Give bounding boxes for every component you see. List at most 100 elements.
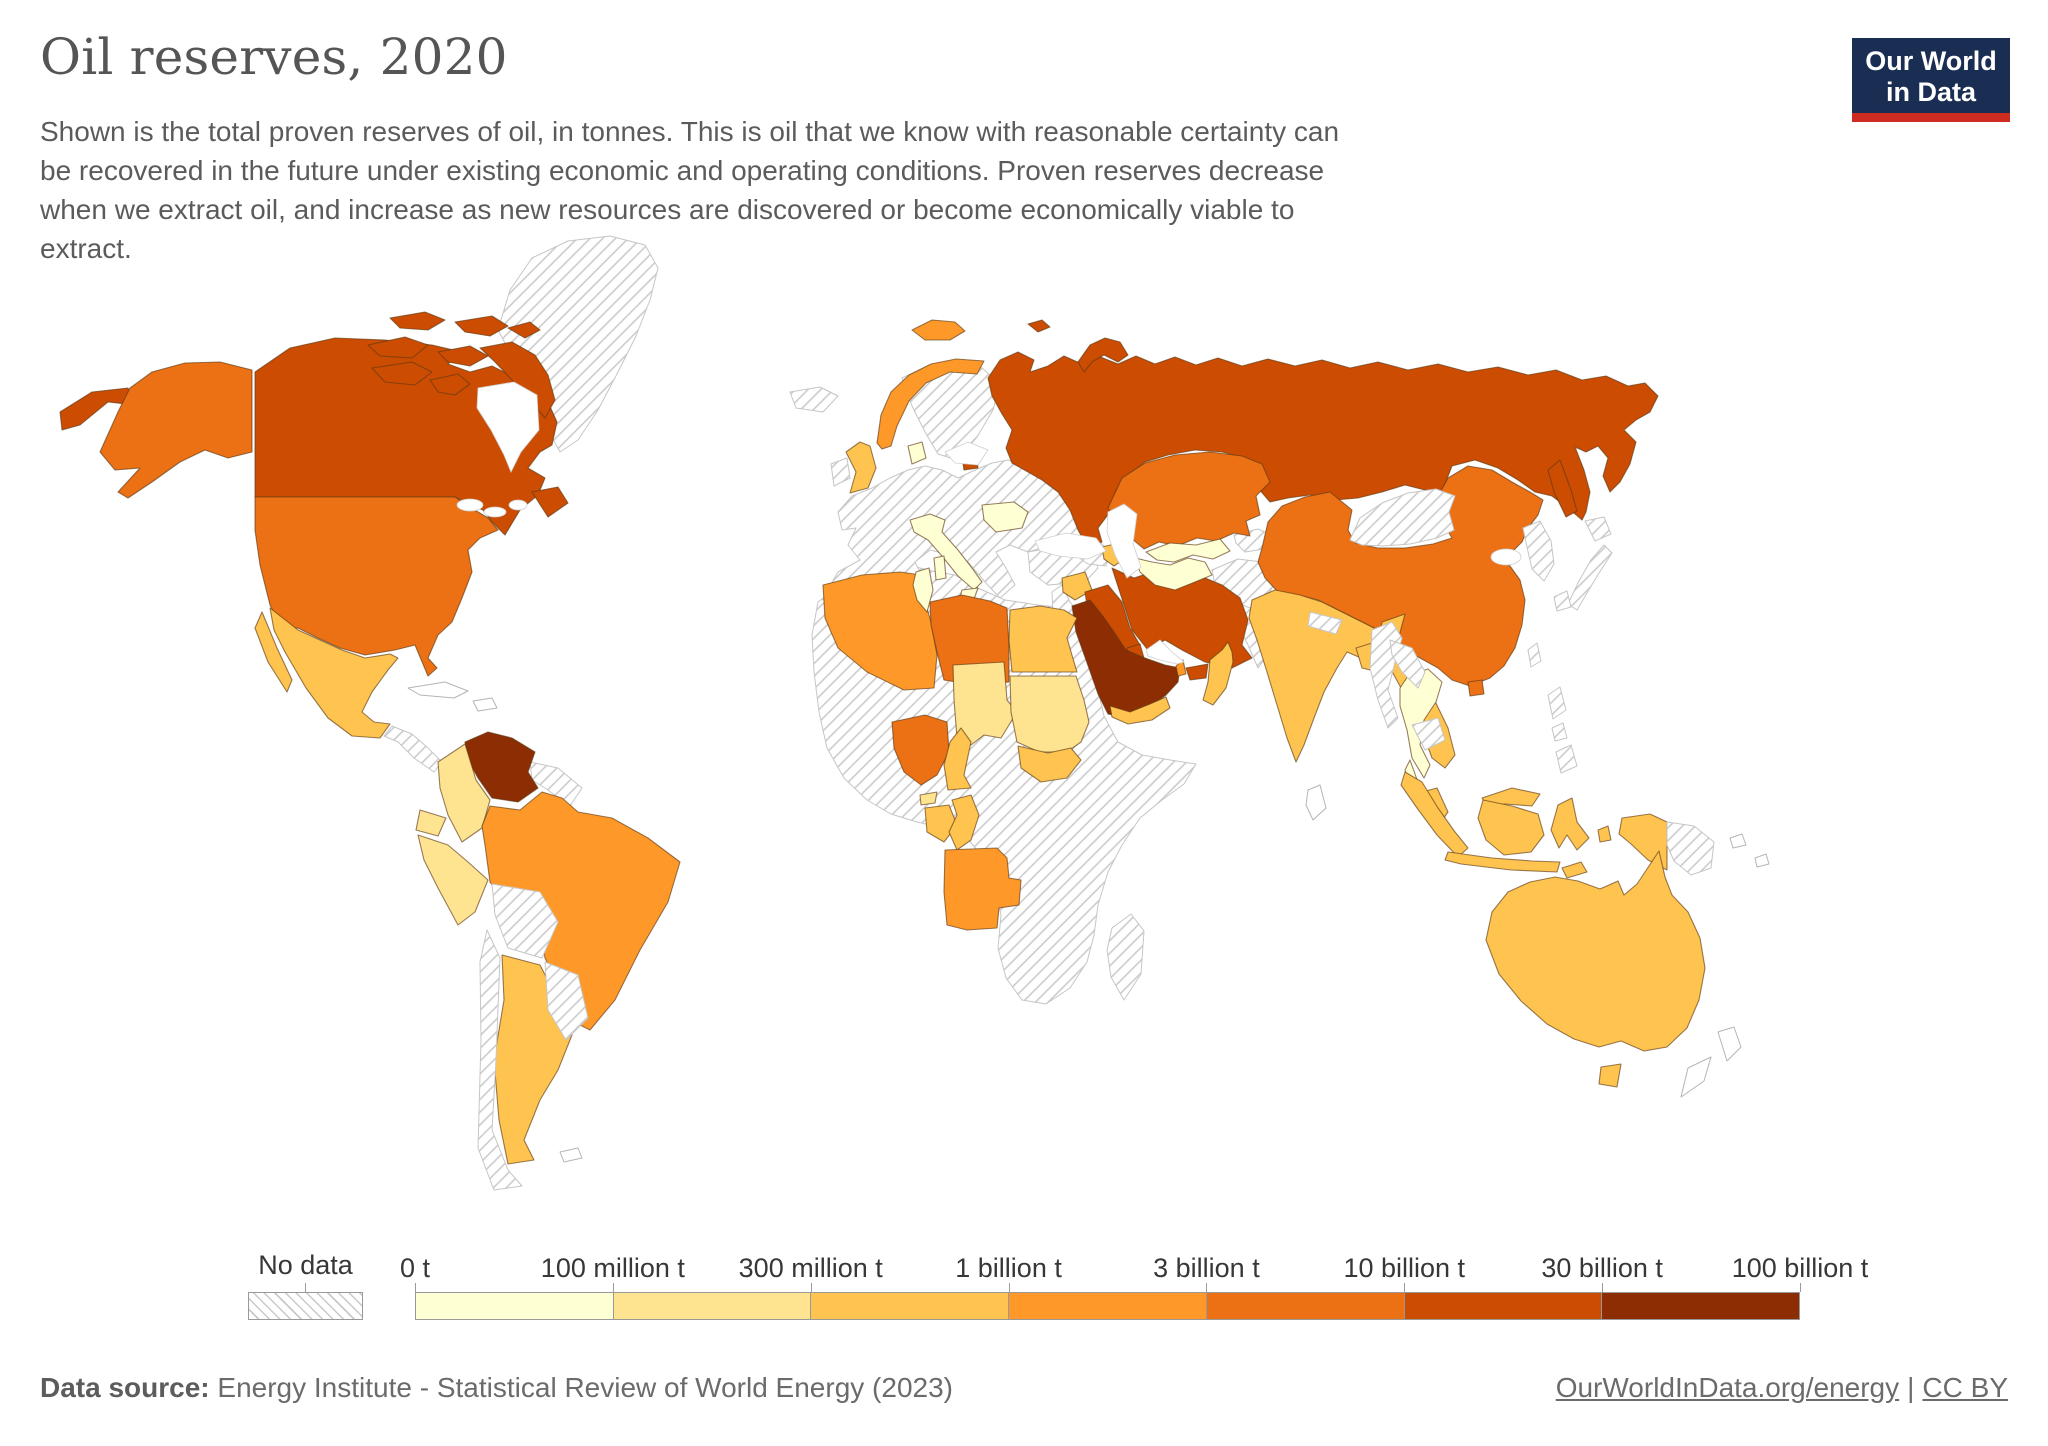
country-yemen[interactable] xyxy=(1109,696,1171,725)
legend-bin-swatch[interactable] xyxy=(811,1293,1010,1319)
country-congo[interactable] xyxy=(948,794,980,851)
country-russia-novaya-zemlya[interactable] xyxy=(1077,337,1129,373)
legend-bin-swatch[interactable] xyxy=(1404,1293,1603,1319)
legend-no-data-swatch[interactable] xyxy=(248,1292,363,1320)
legend-bin-swatch[interactable] xyxy=(613,1293,812,1319)
country-sri-lanka[interactable] xyxy=(1305,784,1327,821)
country-japan-honshu[interactable] xyxy=(1567,544,1613,611)
legend-color-bar[interactable] xyxy=(415,1292,1800,1320)
country-mongolia[interactable] xyxy=(1349,488,1456,547)
country-syria[interactable] xyxy=(1061,571,1093,601)
country-cuba[interactable] xyxy=(407,681,469,699)
country-canada-victoria[interactable] xyxy=(371,361,433,386)
country-kazakhstan[interactable] xyxy=(1107,451,1271,550)
legend-bin-swatch[interactable] xyxy=(416,1293,614,1319)
country-cameroon[interactable] xyxy=(943,727,972,791)
country-russia-sakhalin[interactable] xyxy=(1547,459,1578,518)
country-iceland[interactable] xyxy=(789,386,839,413)
country-new-zealand-south[interactable] xyxy=(1680,1056,1712,1098)
country-australia[interactable] xyxy=(1485,850,1706,1052)
country-sudan[interactable] xyxy=(1009,675,1090,753)
country-canada-arctic-1[interactable] xyxy=(367,336,429,359)
pacific-island-2 xyxy=(1754,853,1770,868)
country-ireland[interactable] xyxy=(830,457,851,487)
country-canada-arctic-6[interactable] xyxy=(507,321,541,339)
legend-tick-label: 300 million t xyxy=(738,1253,883,1283)
country-philippines-luzon[interactable] xyxy=(1547,686,1567,720)
country-papua-new-guinea[interactable] xyxy=(1666,821,1715,876)
country-philippines-visayas[interactable] xyxy=(1551,722,1568,742)
country-philippines-mindanao[interactable] xyxy=(1555,744,1578,774)
falkland-islands xyxy=(559,1147,583,1163)
country-italy[interactable] xyxy=(909,513,983,591)
country-canada-arctic-2[interactable] xyxy=(437,345,489,367)
country-south-sudan[interactable] xyxy=(1017,745,1082,783)
country-chad[interactable] xyxy=(952,661,1018,746)
legend-bin-swatch[interactable] xyxy=(1602,1293,1800,1319)
country-denmark[interactable] xyxy=(907,441,927,465)
country-indonesia-kalimantan[interactable] xyxy=(1477,799,1545,856)
country-taiwan[interactable] xyxy=(1527,642,1542,668)
country-bolivia[interactable] xyxy=(491,883,559,959)
legend-bin-swatch[interactable] xyxy=(1009,1293,1207,1319)
country-uzbekistan[interactable] xyxy=(1145,538,1231,563)
country-algeria[interactable] xyxy=(822,571,938,691)
bohai-sea xyxy=(1490,548,1522,566)
country-hispaniola[interactable] xyxy=(472,697,498,712)
country-japan-hokkaido[interactable] xyxy=(1584,516,1612,542)
country-mexico[interactable] xyxy=(269,607,399,739)
country-madagascar[interactable] xyxy=(1106,913,1145,1001)
country-indonesia-moluccas[interactable] xyxy=(1597,825,1612,843)
country-australia-tasmania[interactable] xyxy=(1598,1063,1622,1088)
legend-no-data-tick xyxy=(305,1283,306,1292)
country-canada-arctic-3[interactable] xyxy=(389,311,446,331)
country-usa-alaska[interactable] xyxy=(99,361,253,499)
country-tunisia[interactable] xyxy=(912,567,934,613)
country-chile[interactable] xyxy=(477,929,523,1191)
country-china-hainan[interactable] xyxy=(1467,679,1485,697)
owid-logo[interactable]: Our World in Data xyxy=(1852,38,2010,122)
country-indonesia-timor[interactable] xyxy=(1561,861,1588,879)
country-peru[interactable] xyxy=(417,834,489,926)
legend-bin-swatch[interactable] xyxy=(1206,1293,1405,1319)
country-canada-arctic-5[interactable] xyxy=(429,373,471,396)
country-india[interactable] xyxy=(1248,589,1397,763)
country-norway[interactable] xyxy=(876,358,985,450)
country-turkmenistan[interactable] xyxy=(1134,557,1213,591)
country-italy-sardinia[interactable] xyxy=(933,555,947,581)
country-japan-kyushu[interactable] xyxy=(1553,590,1572,612)
country-egypt[interactable] xyxy=(1008,605,1078,673)
country-indonesia-sumatra[interactable] xyxy=(1400,771,1469,858)
country-venezuela[interactable] xyxy=(464,731,539,803)
country-equatorial-guinea[interactable] xyxy=(919,791,938,806)
country-cambodia[interactable] xyxy=(1411,717,1446,751)
country-mexico-baja[interactable] xyxy=(254,611,293,693)
country-nigeria[interactable] xyxy=(891,714,950,786)
country-nepal[interactable] xyxy=(1307,611,1343,635)
legend-tick-labels: 0 t 100 million t 300 million t 1 billion t… xyxy=(400,1250,1868,1284)
legend-tick-label: 100 billion t xyxy=(1731,1253,1869,1283)
owid-logo-line1: Our World xyxy=(1865,46,1997,76)
owid-energy-link[interactable]: OurWorldInData.org/energy xyxy=(1555,1372,1900,1403)
country-ecuador[interactable] xyxy=(415,809,447,837)
country-romania[interactable] xyxy=(981,501,1029,533)
country-uae[interactable] xyxy=(1185,663,1209,681)
country-indonesia-sulawesi[interactable] xyxy=(1550,797,1590,851)
country-new-zealand-north[interactable] xyxy=(1717,1026,1742,1062)
country-russia-chukotka[interactable] xyxy=(59,387,136,431)
country-laos[interactable] xyxy=(1389,639,1426,689)
country-united-kingdom[interactable] xyxy=(845,441,877,494)
baltic-sea xyxy=(944,441,989,466)
data-source: Data source: Energy Institute - Statisti… xyxy=(40,1372,953,1404)
country-saudi-arabia[interactable] xyxy=(1071,599,1181,719)
country-canada-arctic-4[interactable] xyxy=(454,315,509,337)
country-russia-arctic-isle[interactable] xyxy=(1027,319,1051,333)
country-oman[interactable] xyxy=(1202,641,1234,706)
country-norway-svalbard[interactable] xyxy=(911,319,966,341)
cc-by-link[interactable]: CC BY xyxy=(1922,1372,2008,1403)
country-canada-newfoundland[interactable] xyxy=(531,486,569,518)
great-lake-3 xyxy=(508,499,528,511)
owid-logo-accent-bar xyxy=(1852,113,2010,122)
country-angola[interactable] xyxy=(943,847,1022,931)
country-indonesia-java[interactable] xyxy=(1444,851,1561,873)
